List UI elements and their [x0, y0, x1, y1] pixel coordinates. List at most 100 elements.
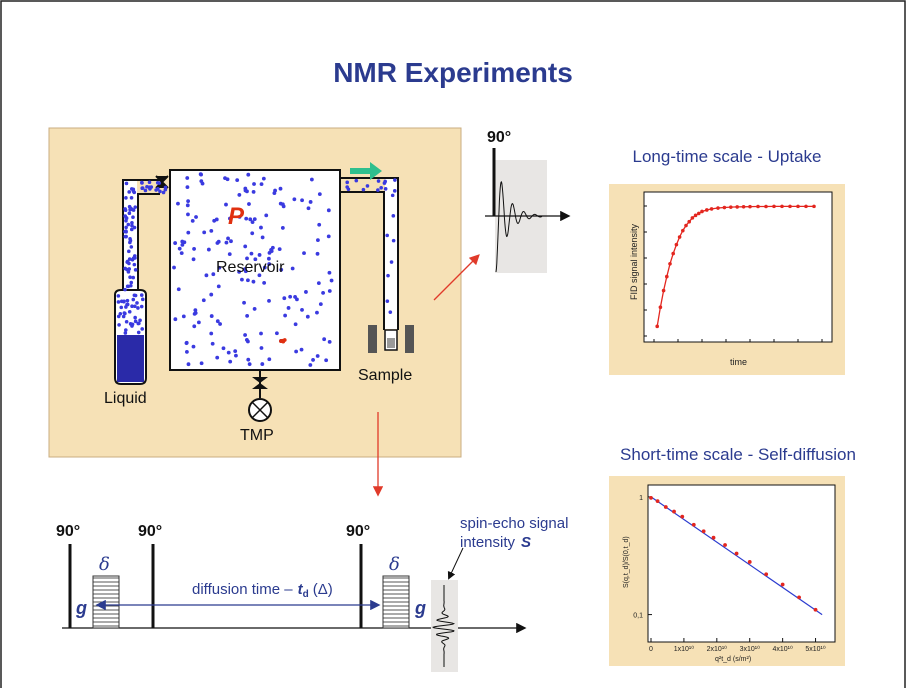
- molecule-dot: [279, 267, 284, 272]
- molecule-dot: [199, 361, 204, 366]
- molecule-dot: [199, 179, 204, 184]
- molecule-dot: [161, 190, 166, 195]
- molecule-dot: [316, 238, 320, 243]
- molecule-dot: [267, 298, 271, 303]
- molecule-dot: [185, 176, 190, 180]
- molecule-dot: [227, 216, 232, 221]
- molecule-dot: [390, 193, 395, 198]
- molecule-dot: [126, 249, 131, 254]
- molecule-dot: [129, 280, 134, 285]
- molecule-dot: [140, 180, 144, 185]
- delta-left-label: δ: [99, 554, 110, 575]
- molecule-dot: [130, 324, 134, 328]
- diffusion-x-tick-label: 2x10¹⁰: [707, 645, 728, 653]
- uptake-point: [690, 216, 695, 220]
- molecule-dot: [243, 188, 248, 193]
- pressure-label: P: [228, 203, 245, 230]
- echo-pointer-arrow: [447, 547, 464, 580]
- molecule-dot: [318, 302, 323, 307]
- molecule-dot: [123, 287, 127, 292]
- uptake-point: [756, 204, 760, 209]
- molecule-dot: [292, 197, 297, 202]
- uptake-point: [658, 305, 663, 310]
- molecule-dot: [361, 187, 366, 192]
- reservoir-label: Reservoir: [216, 259, 285, 276]
- molecule-dot: [191, 257, 196, 262]
- molecule-dot: [229, 239, 233, 244]
- liquid-label: Liquid: [104, 390, 147, 407]
- molecule-dot: [244, 337, 249, 342]
- diffusion-point: [813, 607, 818, 612]
- molecule-dot: [123, 311, 127, 316]
- molecule-dot: [316, 281, 321, 286]
- fid-pulse-label: 90°: [487, 129, 511, 146]
- diffusion-point: [711, 535, 716, 540]
- uptake-heading: Long-time scale - Uptake: [633, 147, 822, 166]
- molecule-dot: [322, 337, 327, 342]
- molecule-dot: [163, 187, 168, 192]
- molecule-dot: [245, 256, 249, 261]
- molecule-dot: [123, 234, 128, 239]
- diffusion-point: [649, 496, 653, 500]
- pulse-sequence-diagram: 90° 90° 90° δ δ g g diffusion time – td (Δ…: [56, 515, 568, 672]
- diffusion-x-tick-label: 0: [649, 646, 653, 653]
- molecule-dot: [139, 293, 144, 297]
- molecule-dot: [186, 199, 191, 204]
- molecule-dot: [131, 275, 136, 280]
- molecule-dot: [376, 179, 381, 183]
- molecule-dot: [125, 298, 130, 303]
- molecule-dot: [365, 184, 370, 188]
- molecule-dot: [246, 357, 251, 362]
- molecule-dot: [125, 302, 129, 307]
- molecule-dot: [138, 318, 142, 323]
- molecule-dot: [128, 240, 132, 245]
- molecule-dots: [116, 172, 397, 367]
- molecule-dot: [272, 191, 277, 195]
- diffusion-point: [680, 514, 685, 519]
- molecule-dot: [260, 235, 265, 240]
- molecule-dot: [246, 278, 250, 283]
- sample-coil-left: [368, 325, 377, 353]
- molecule-dot: [133, 205, 138, 209]
- g-right-label: g: [414, 598, 426, 618]
- diffusion-fit-line: [650, 496, 823, 616]
- molecule-dot: [278, 186, 283, 191]
- pump-label: TMP: [240, 427, 274, 444]
- molecule-dot: [127, 211, 132, 216]
- molecule-dot: [132, 225, 137, 230]
- molecule-dot: [123, 208, 128, 213]
- molecule-dot: [128, 237, 132, 241]
- molecule-dot: [192, 247, 196, 251]
- molecule-dot: [216, 239, 221, 244]
- uptake-point: [764, 204, 768, 209]
- molecule-dot: [136, 306, 140, 310]
- sample-coil-right: [405, 325, 414, 353]
- molecule-dot: [215, 319, 220, 324]
- molecule-dot: [218, 322, 222, 326]
- molecule-dot: [127, 309, 132, 314]
- gradient-pulse-right: [382, 575, 410, 629]
- uptake-point: [671, 251, 675, 256]
- molecule-dot: [247, 202, 251, 206]
- molecule-dot: [282, 296, 287, 301]
- molecule-dot: [133, 256, 137, 260]
- molecule-dot: [293, 295, 297, 299]
- molecule-dot: [209, 292, 214, 297]
- molecule-dot: [173, 241, 178, 245]
- molecule-dot: [199, 172, 203, 177]
- molecule-dot: [266, 256, 271, 261]
- liquid-fill: [117, 335, 144, 382]
- molecule-dot: [253, 257, 258, 262]
- diffusion-y-tick-label: 0,1: [633, 613, 643, 620]
- molecule-dot: [252, 182, 256, 186]
- molecule-dot: [185, 203, 190, 208]
- molecule-dot: [116, 300, 121, 304]
- molecule-dot: [237, 270, 242, 274]
- molecule-dot: [383, 179, 387, 184]
- molecule-dot: [130, 304, 134, 309]
- molecule-dot: [326, 208, 331, 213]
- pump-valve-icon: [252, 377, 268, 389]
- molecule-dot: [250, 231, 255, 236]
- pulse-1-label: 90°: [56, 523, 80, 540]
